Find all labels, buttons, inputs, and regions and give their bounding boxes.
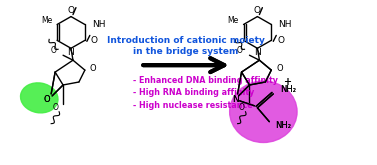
Text: O: O — [91, 36, 98, 45]
Text: N: N — [232, 95, 239, 104]
Text: NH₂: NH₂ — [275, 121, 291, 130]
Text: - High RNA binding affinity: - High RNA binding affinity — [133, 88, 255, 97]
Text: N: N — [232, 95, 239, 104]
Text: O: O — [239, 103, 245, 112]
Text: - High nuclease resistance: - High nuclease resistance — [133, 101, 253, 110]
Text: O: O — [90, 64, 97, 73]
Text: O: O — [50, 46, 56, 55]
Text: O: O — [44, 95, 51, 104]
Text: NH₂: NH₂ — [280, 85, 296, 94]
Text: N: N — [67, 48, 74, 57]
Text: - Enhanced DNA binding affinity: - Enhanced DNA binding affinity — [133, 76, 279, 84]
Text: N: N — [254, 48, 261, 57]
Ellipse shape — [20, 83, 58, 113]
Text: NH: NH — [278, 20, 292, 29]
Text: O: O — [52, 103, 58, 112]
Text: NH₂: NH₂ — [275, 121, 291, 130]
Text: +: + — [283, 77, 291, 87]
Text: O: O — [254, 6, 261, 15]
Text: Me: Me — [41, 16, 52, 25]
Text: O: O — [276, 64, 283, 73]
Text: O: O — [237, 46, 242, 55]
Text: O: O — [44, 95, 51, 104]
Text: O: O — [277, 36, 284, 45]
Text: NH: NH — [92, 20, 105, 29]
Text: Me: Me — [227, 16, 239, 25]
Text: NH₂: NH₂ — [280, 85, 296, 94]
Text: Introduction of cationic moiety: Introduction of cationic moiety — [107, 36, 265, 45]
Text: +: + — [283, 77, 291, 87]
Text: in the bridge system: in the bridge system — [133, 47, 239, 56]
Text: O: O — [67, 6, 75, 15]
Ellipse shape — [230, 81, 297, 143]
